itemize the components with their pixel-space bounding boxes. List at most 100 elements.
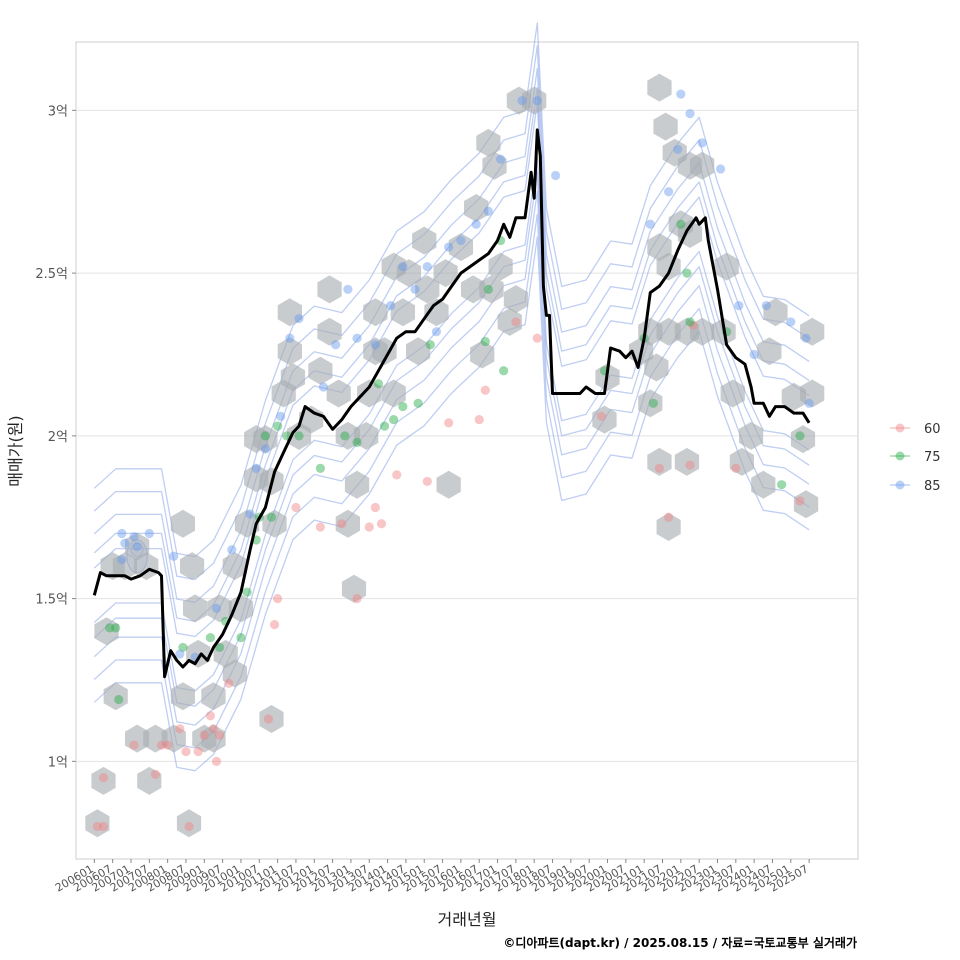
scatter-point-75: [499, 366, 509, 376]
hexbin-cell: [781, 382, 806, 411]
hexbin-cell: [170, 509, 195, 538]
scatter-point-85: [645, 219, 655, 229]
scatter-point-75: [398, 401, 408, 412]
legend-label-75: 75: [924, 450, 941, 465]
scatter-point-85: [734, 301, 744, 311]
scatter-point-60: [224, 678, 234, 688]
scatter-point-60: [337, 519, 347, 529]
scatter-point-60: [98, 821, 109, 832]
scatter-point-75: [105, 623, 115, 633]
scatter-point-85: [129, 532, 139, 542]
scatter-point-85: [285, 333, 295, 343]
scatter-point-85: [715, 164, 726, 174]
hexbin-cell: [341, 574, 367, 603]
scatter-point-85: [318, 382, 329, 392]
hexbin-cell: [433, 259, 458, 288]
scatter-point-85: [294, 314, 304, 324]
scatter-point-85: [331, 340, 341, 350]
hexbin-cell: [222, 659, 247, 688]
hexbin-cell: [415, 275, 440, 304]
scatter-point-60: [163, 740, 173, 750]
scatter-point-85: [251, 463, 261, 474]
scatter-point-85: [117, 528, 127, 539]
scatter-point-85: [685, 109, 695, 119]
scatter-point-75: [777, 480, 787, 490]
scatter-point-85: [260, 444, 270, 454]
scatter-point-60: [364, 522, 374, 532]
scatter-point-60: [129, 740, 139, 750]
hexbin-cell: [751, 470, 776, 499]
scatter-point-60: [291, 502, 301, 513]
scatter-point-85: [517, 95, 527, 106]
hexbin-cell: [647, 447, 672, 476]
scatter-point-85: [673, 144, 683, 155]
hexbin-cell: [424, 298, 449, 327]
hexbin-cell: [262, 509, 287, 538]
hexbin-cell: [714, 252, 739, 281]
scatter-point-75: [425, 340, 435, 350]
density-contour-line: [93, 22, 810, 558]
scatter-point-60: [269, 620, 280, 630]
y-tick-label: 2억: [48, 430, 68, 445]
hexbin-cell: [638, 389, 663, 418]
scatter-point-60: [370, 502, 380, 513]
hexbin-cell: [201, 682, 226, 711]
legend-label-85: 85: [924, 479, 941, 494]
hexbin-cell: [674, 447, 700, 476]
scatter-point-75: [294, 431, 304, 441]
scatter-point-85: [431, 327, 442, 337]
scatter-point-75: [352, 437, 362, 447]
scatter-point-60: [654, 463, 665, 474]
scatter-point-85: [801, 333, 811, 343]
scatter-point-85: [398, 261, 408, 272]
scatter-point-60: [664, 512, 674, 522]
scatter-points: [92, 89, 814, 832]
scatter-point-75: [373, 379, 384, 389]
scatter-point-60: [184, 821, 194, 832]
scatter-point-60: [263, 714, 274, 724]
scatter-point-60: [474, 414, 484, 425]
hexbin-cell: [326, 379, 351, 408]
hexbin-cell: [372, 337, 397, 366]
hexbin-cell: [180, 552, 205, 581]
hexbin-cell: [522, 86, 547, 115]
scatter-point-85: [245, 509, 255, 519]
hexbin-cell: [280, 363, 305, 392]
hexbin-cell: [143, 724, 168, 753]
y-tick-label: 3억: [48, 104, 68, 119]
hexbin-cell: [103, 682, 128, 711]
hexbin-cell: [112, 552, 137, 581]
hexbin-cell: [354, 421, 379, 450]
hexbin-layer: [85, 73, 825, 838]
scatter-point-60: [480, 385, 490, 395]
scatter-point-85: [370, 340, 380, 350]
scatter-point-85: [550, 170, 561, 181]
scatter-point-60: [444, 418, 454, 428]
scatter-point-60: [156, 740, 167, 750]
scatter-point-75: [260, 431, 270, 441]
hexbin-cell: [503, 285, 528, 314]
scatter-point-85: [211, 603, 222, 613]
legend-label-60: 60: [924, 422, 941, 437]
scatter-point-75: [682, 268, 692, 278]
legend-key-dot-75: [895, 451, 905, 461]
hexbin-cell: [464, 194, 489, 222]
scatter-point-75: [379, 421, 390, 431]
hexbin-cell: [729, 447, 754, 476]
legend-item-75: 75: [890, 450, 941, 465]
scatter-point-60: [98, 773, 109, 783]
scatter-point-75: [114, 694, 124, 705]
scatter-point-85: [276, 411, 286, 421]
hexbin-cell: [390, 298, 415, 327]
hexbin-cell: [91, 766, 116, 795]
scatter-point-60: [150, 769, 161, 779]
scatter-point-85: [144, 528, 154, 539]
scatter-point-75: [676, 219, 686, 229]
scatter-point-75: [214, 642, 225, 653]
scatter-point-60: [273, 594, 283, 604]
scatter-point-60: [688, 320, 698, 330]
median-price-line: [92, 128, 811, 679]
scatter-point-60: [205, 711, 216, 721]
scatter-point-75: [795, 431, 805, 441]
scatter-point-85: [471, 219, 481, 229]
